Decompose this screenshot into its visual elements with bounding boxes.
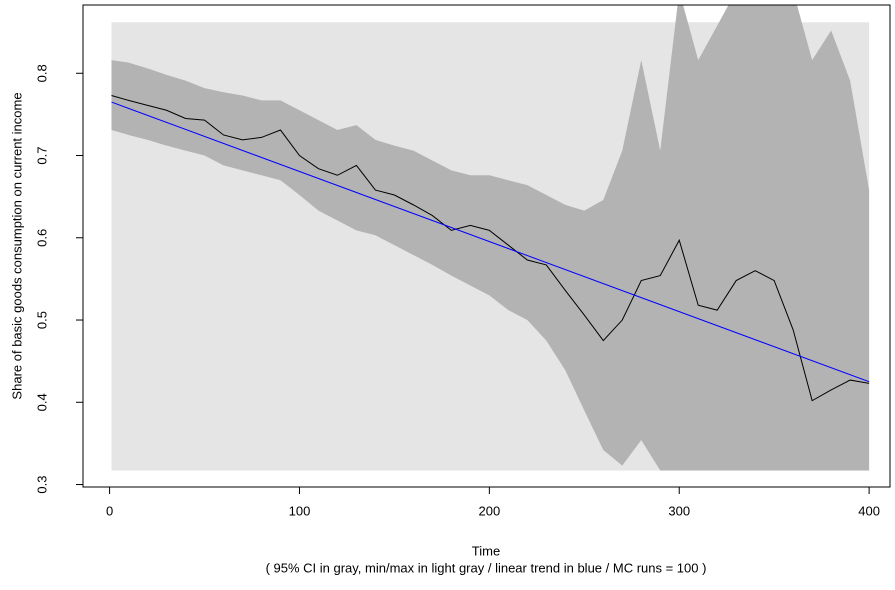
subtitle: ( 95% CI in gray, min/max in light gray … — [266, 560, 707, 575]
plot-area — [111, 5, 870, 471]
y-tick-label: 0.3 — [34, 475, 49, 493]
y-axis-label: Share of basic goods consumption on curr… — [9, 92, 24, 399]
trend-line — [111, 101, 870, 383]
x-axis-label: Time — [472, 543, 500, 558]
y-tick-label: 0.8 — [34, 64, 49, 82]
x-tick-label: 200 — [478, 503, 500, 518]
x-tick-label: 100 — [289, 503, 311, 518]
ci-band — [111, 5, 870, 471]
y-tick-label: 0.6 — [34, 229, 49, 247]
y-tick-label: 0.4 — [34, 393, 49, 411]
y-tick-label: 0.5 — [34, 311, 49, 329]
x-tick-label: 400 — [858, 503, 880, 518]
x-tick-label: 0 — [106, 503, 113, 518]
frame — [82, 4, 891, 488]
y-tick-label: 0.7 — [34, 146, 49, 164]
x-tick-label: 300 — [668, 503, 690, 518]
series-line — [111, 94, 870, 402]
